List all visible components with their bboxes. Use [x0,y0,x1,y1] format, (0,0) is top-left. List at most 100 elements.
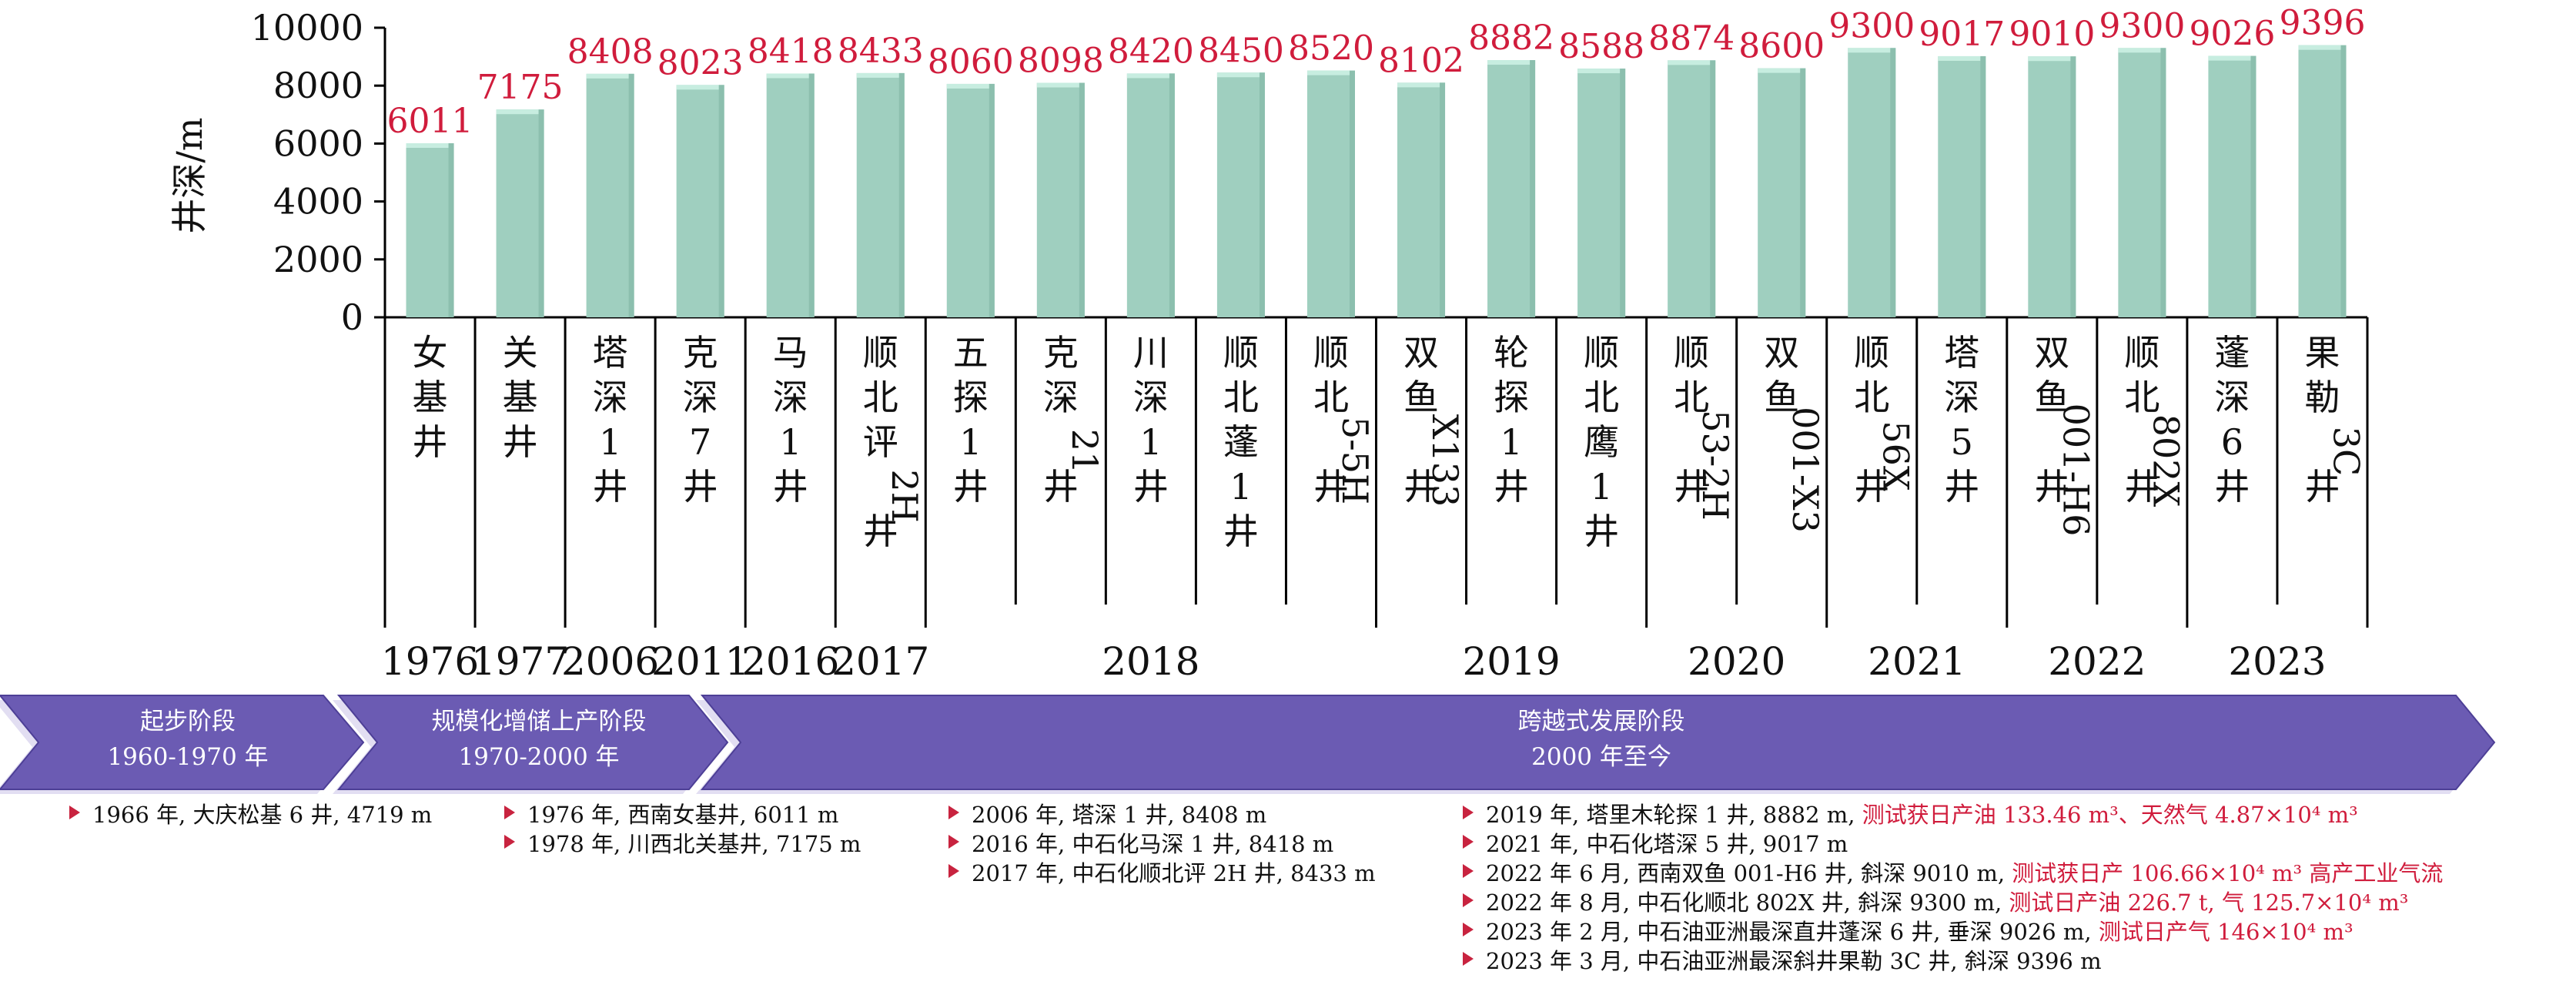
well-name-token: 井 [1584,511,1619,552]
phase-arrow [700,695,2496,790]
well-name-token: 井 [863,511,898,552]
event-item: 2016 年, 中石化马深 1 井, 8418 m [972,831,1333,857]
event-item: 1966 年, 大庆松基 6 井, 4719 m [92,802,432,828]
well-name-token: 探 [953,377,989,418]
bar-highlight [1397,82,1446,88]
well-name-token: 井 [2304,466,2340,508]
well-name-token: 2H [884,469,925,522]
well-name-token: 关 [503,332,538,374]
well-name-token: 顺 [1313,332,1349,374]
event-item: 1978 年, 川西北关基井, 7175 m [527,831,861,857]
event-item: 2023 年 2 月, 中石油亚洲最深直井蓬深 6 井, 垂深 9026 m, … [1486,919,2354,945]
bar-shadow [2250,55,2257,317]
year-label: 2019 [1462,639,1560,684]
bar-shadow [1890,48,1896,317]
well-name-token: 1 [1500,421,1522,463]
event-text: 2022 年 6 月, 西南双鱼 001-H6 井, 斜深 9010 m, [1486,860,2012,886]
event-text: 2021 年, 中石化塔深 5 井, 9017 m [1486,831,1848,857]
bar-value-label: 6011 [387,102,473,141]
bar [1397,82,1446,317]
well-name-token: 顺 [2124,332,2159,374]
bar-shadow [1710,60,1716,318]
well-name-token: 北 [1313,377,1349,418]
well-name-token: 53-2H [1694,410,1736,520]
well-name-token: 顺 [1223,332,1259,374]
bar [1216,72,1265,317]
y-tick-label: 0 [341,296,363,338]
year-label: 2006 [561,639,659,684]
bar-shadow [628,73,634,318]
well-name-token: 5 [1951,421,1973,463]
bar-highlight [1487,60,1536,65]
bullet-icon [1463,893,1474,907]
bar-highlight [1938,55,1986,61]
well-name-token: 北 [863,377,898,418]
bar-value-label: 8098 [1018,42,1104,81]
bar [2208,55,2257,317]
well-name-token: 深 [773,377,808,418]
well-name-token: 深 [2214,377,2250,418]
well-name-token: 56X [1875,420,1916,491]
well-name-token: 井 [2214,466,2250,508]
well-name-token: 果 [2304,332,2340,374]
bar [946,83,995,317]
bar [586,73,634,318]
well-name-token: 井 [773,466,808,508]
well-name-token: 北 [1674,377,1709,418]
bar [1938,55,1986,317]
event-item: 2019 年, 塔里木轮探 1 井, 8882 m, 测试获日产油 133.46… [1486,802,2358,828]
well-name-token: 顺 [1584,332,1619,374]
bar-highlight [406,142,454,148]
well-name-token: 802X [2145,414,2186,508]
well-name-token: 1 [959,421,982,463]
bar-highlight [946,83,995,89]
event-highlight: 测试日产气 146×10⁴ m³ [2099,919,2354,945]
phase-title: 跨越式发展阶段 [1518,708,1685,735]
bar-shadow [1620,69,1626,318]
well-name-token: 川 [1133,332,1169,374]
well-name-token: 五 [953,332,989,374]
bullet-icon [948,835,959,849]
event-item: 2006 年, 塔深 1 井, 8408 m [972,802,1266,828]
event-item: 2022 年 6 月, 西南双鱼 001-H6 井, 斜深 9010 m, 测试… [1486,860,2443,886]
well-name-token: 井 [593,466,628,508]
well-name-token: 鱼 [1764,377,1799,418]
well-name-token: 克 [1043,332,1079,374]
event-text: 2017 年, 中石化顺北评 2H 井, 8433 m [972,860,1376,886]
well-name-token: 北 [1223,377,1259,418]
bar-value-label: 8433 [838,32,924,71]
well-name-token: 井 [1944,466,1979,508]
bar-highlight [2118,48,2166,53]
well-name-token: 井 [1043,466,1079,508]
well-name-token: 基 [413,377,448,418]
year-label: 2022 [2048,639,2146,684]
bullet-icon [1463,864,1474,878]
bar-shadow [1800,68,1806,317]
bar-highlight [1126,73,1175,79]
year-label: 2016 [741,639,839,684]
bar [1848,48,1896,317]
bar [2298,45,2347,318]
well-name-token: 深 [683,377,718,418]
well-name-token: 深 [1944,377,1979,418]
well-name-token: 1 [599,421,621,463]
year-label: 2017 [831,639,929,684]
well-name-token: 探 [1494,377,1529,418]
bar-highlight [1577,69,1626,74]
bar-highlight [2028,56,2076,62]
event-text: 2006 年, 塔深 1 井, 8408 m [972,802,1266,828]
well-name-token: 女 [413,332,448,374]
well-name-token: 鱼 [2034,377,2069,418]
year-label: 2011 [651,639,749,684]
bar-value-label: 9017 [1919,15,2005,54]
event-text: 2019 年, 塔里木轮探 1 井, 8882 m, [1486,802,1862,828]
well-name-token: 基 [503,377,538,418]
bar-value-label: 8408 [567,32,654,72]
well-name-token: 蓬 [1223,421,1259,463]
well-name-token: 双 [2034,332,2069,374]
y-axis-label: 井深/m [169,117,210,233]
bar-value-label: 8102 [1378,41,1464,80]
bar [2028,56,2076,317]
year-label: 1977 [471,639,569,684]
